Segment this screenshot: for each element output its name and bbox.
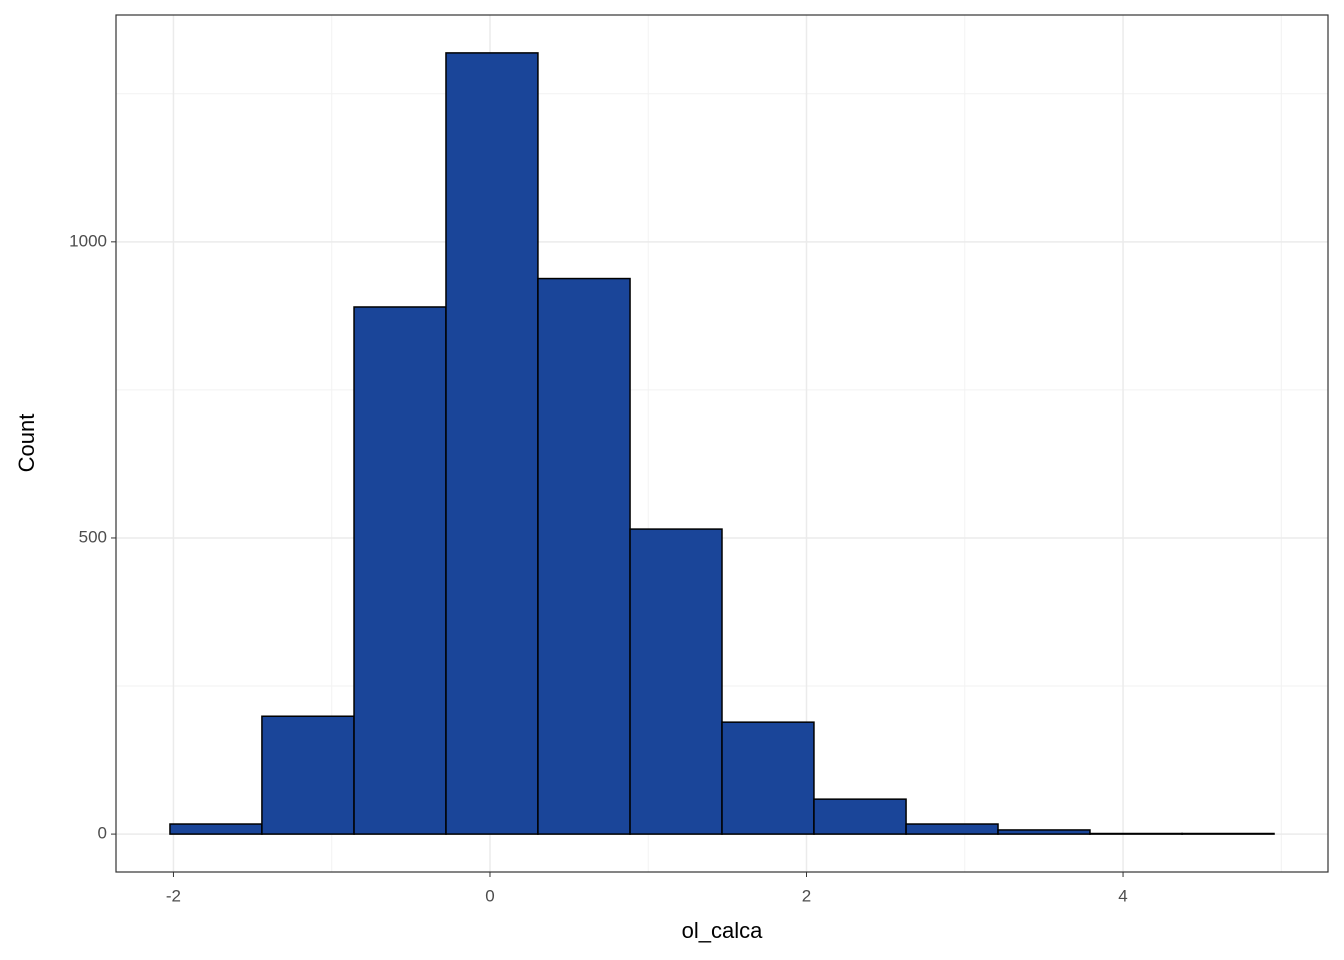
bar <box>353 306 447 835</box>
bar <box>445 52 539 835</box>
bar <box>721 721 815 835</box>
bar <box>537 277 631 835</box>
bar <box>1181 832 1275 835</box>
x-tick-label: 2 <box>802 886 811 905</box>
y-tick-label: 500 <box>79 527 107 546</box>
y-tick-label: 1000 <box>69 231 107 250</box>
x-axis-title: ol_calca <box>682 918 763 943</box>
bar <box>905 823 999 835</box>
y-tick-label: 0 <box>98 824 107 843</box>
x-tick-label: 4 <box>1118 886 1127 905</box>
bar <box>261 715 355 835</box>
bar <box>629 528 723 835</box>
bar <box>997 829 1091 835</box>
panel-border <box>115 14 1329 873</box>
y-axis-title: Count <box>14 414 39 473</box>
bar <box>1089 832 1183 835</box>
bar <box>169 823 263 835</box>
bar <box>813 798 907 835</box>
x-tick-label: -2 <box>166 886 181 905</box>
x-tick-label: 0 <box>485 886 494 905</box>
